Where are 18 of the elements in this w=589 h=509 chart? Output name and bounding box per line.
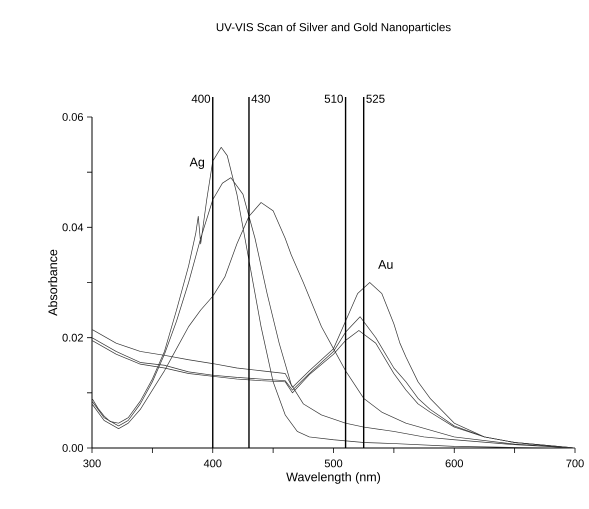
ref-line-label: 525: [366, 94, 385, 103]
annotation: Au: [378, 260, 393, 269]
y-tick-label: 0.02: [62, 334, 83, 342]
chart-title: UV-VIS Scan of Silver and Gold Nanoparticles: [216, 22, 451, 34]
y-tick-label: 0.00: [62, 444, 84, 452]
ref-line-label: 400: [192, 94, 210, 103]
ref-line-label: 430: [251, 94, 270, 103]
y-tick-label: 0.06: [62, 113, 83, 121]
y-tick-label: 0.04: [62, 223, 84, 232]
x-tick-label: 600: [446, 460, 463, 468]
x-axis-title: Wavelength (nm): [286, 472, 380, 484]
x-tick-label: 400: [204, 460, 222, 468]
y-axis-title: Absorbance: [48, 250, 58, 316]
x-tick-label: 500: [324, 460, 342, 468]
ref-line-label: 510: [324, 94, 343, 103]
x-tick-label: 300: [83, 460, 101, 468]
x-tick-label: 700: [566, 460, 584, 468]
annotation: Ag: [190, 158, 204, 169]
